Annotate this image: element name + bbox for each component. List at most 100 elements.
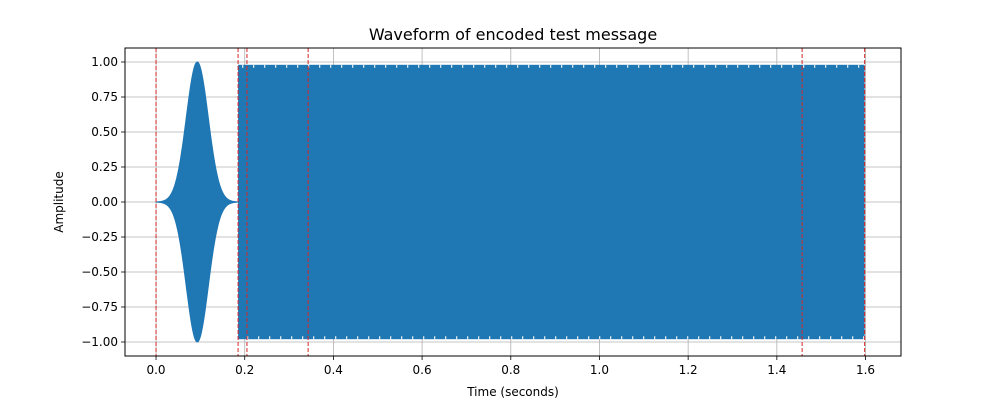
waveform-notch bbox=[830, 336, 832, 340]
waveform-notch bbox=[572, 64, 574, 68]
waveform-notch bbox=[412, 336, 414, 340]
waveform-notch bbox=[737, 64, 739, 68]
waveform-notch bbox=[825, 64, 827, 68]
waveform-notch bbox=[297, 64, 299, 68]
waveform-notch bbox=[676, 336, 678, 340]
y-tick-label: −0.50 bbox=[81, 265, 118, 279]
waveform-notch bbox=[451, 64, 453, 68]
waveform-notch bbox=[247, 336, 249, 340]
waveform-notch bbox=[280, 336, 282, 340]
waveform-notch bbox=[792, 64, 794, 68]
waveform-burst bbox=[155, 61, 239, 343]
waveform-notch bbox=[693, 64, 695, 68]
waveform-notch bbox=[539, 64, 541, 68]
waveform-notch bbox=[440, 64, 442, 68]
waveform-notch bbox=[352, 64, 354, 68]
waveform-notch bbox=[357, 336, 359, 340]
waveform-notch bbox=[566, 336, 568, 340]
waveform-notch bbox=[462, 64, 464, 68]
waveform-notch bbox=[264, 64, 266, 68]
waveform-notch bbox=[654, 336, 656, 340]
waveform-notch bbox=[258, 336, 260, 340]
x-tick-label: 0.6 bbox=[413, 363, 432, 377]
x-tick-label: 1.6 bbox=[856, 363, 875, 377]
waveform-notch bbox=[517, 64, 519, 68]
waveform-notch bbox=[511, 336, 513, 340]
waveform-notch bbox=[429, 64, 431, 68]
waveform-notch bbox=[583, 64, 585, 68]
waveform-notch bbox=[533, 336, 535, 340]
waveform-notch bbox=[775, 336, 777, 340]
waveform-notch bbox=[341, 64, 343, 68]
waveform-notch bbox=[495, 64, 497, 68]
waveform-notch bbox=[302, 336, 304, 340]
x-tick-label: 1.0 bbox=[590, 363, 609, 377]
waveform-notch bbox=[742, 336, 744, 340]
segment-markers bbox=[155, 48, 866, 356]
waveform-notch bbox=[478, 336, 480, 340]
waveform-notch bbox=[731, 336, 733, 340]
waveform-notch bbox=[748, 64, 750, 68]
waveform-notch bbox=[242, 64, 244, 68]
waveform-notch bbox=[588, 336, 590, 340]
waveform-notch bbox=[379, 336, 381, 340]
waveform-notch bbox=[632, 336, 634, 340]
waveform-notch bbox=[319, 64, 321, 68]
x-tick-label: 0.2 bbox=[235, 363, 254, 377]
waveform-notch bbox=[407, 64, 409, 68]
waveform-notch bbox=[500, 336, 502, 340]
waveform-notch bbox=[561, 64, 563, 68]
waveform-notch bbox=[401, 336, 403, 340]
waveform-notch bbox=[544, 336, 546, 340]
waveform-notch bbox=[720, 336, 722, 340]
x-tick-label: 0.8 bbox=[501, 363, 520, 377]
waveform-notch bbox=[374, 64, 376, 68]
waveform-notch bbox=[638, 64, 640, 68]
y-axis-label: Amplitude bbox=[52, 171, 66, 233]
waveform-notch bbox=[445, 336, 447, 340]
y-tick-label: 0.75 bbox=[91, 90, 118, 104]
y-tick-label: −0.25 bbox=[81, 230, 118, 244]
waveform-notch bbox=[698, 336, 700, 340]
waveform-notch bbox=[555, 336, 557, 340]
waveform-notch bbox=[715, 64, 717, 68]
waveform-notch bbox=[346, 336, 348, 340]
x-tick-label: 0.0 bbox=[146, 363, 165, 377]
waveform-notch bbox=[687, 336, 689, 340]
waveform-notch bbox=[704, 64, 706, 68]
waveform-notch bbox=[819, 336, 821, 340]
waveform-notch bbox=[313, 336, 315, 340]
waveform-notch bbox=[467, 336, 469, 340]
waveform-notch bbox=[616, 64, 618, 68]
waveform-notch bbox=[814, 64, 816, 68]
waveform-notch bbox=[396, 64, 398, 68]
waveform-notch bbox=[764, 336, 766, 340]
waveform-notch bbox=[726, 64, 728, 68]
waveform-notch bbox=[550, 64, 552, 68]
x-tick-label: 1.4 bbox=[767, 363, 786, 377]
waveform-notch bbox=[797, 336, 799, 340]
axis-ticks: 0.0 0.2 0.4 0.6 0.8 1.0 1.2 1.4 1.6 1.00 0.75 0.50 0… bbox=[81, 55, 875, 377]
waveform-notch bbox=[753, 336, 755, 340]
waveform-notch bbox=[368, 336, 370, 340]
waveform-notch bbox=[599, 336, 601, 340]
waveform-notch bbox=[610, 336, 612, 340]
waveform-notch bbox=[781, 64, 783, 68]
waveform-notch bbox=[489, 336, 491, 340]
waveform-notch bbox=[808, 336, 810, 340]
waveform-notch bbox=[335, 336, 337, 340]
waveform-notch bbox=[863, 336, 865, 340]
waveform-notch bbox=[665, 336, 667, 340]
waveform-notch bbox=[836, 64, 838, 68]
waveform-notch bbox=[275, 64, 277, 68]
waveform-notch bbox=[649, 64, 651, 68]
waveform-notch bbox=[841, 336, 843, 340]
waveform-notch bbox=[605, 64, 607, 68]
waveform-notch bbox=[682, 64, 684, 68]
y-tick-label: 0.00 bbox=[91, 195, 118, 209]
waveform-notch bbox=[803, 64, 805, 68]
y-tick-label: −0.75 bbox=[81, 300, 118, 314]
waveform-notch bbox=[594, 64, 596, 68]
waveform-notch bbox=[643, 336, 645, 340]
